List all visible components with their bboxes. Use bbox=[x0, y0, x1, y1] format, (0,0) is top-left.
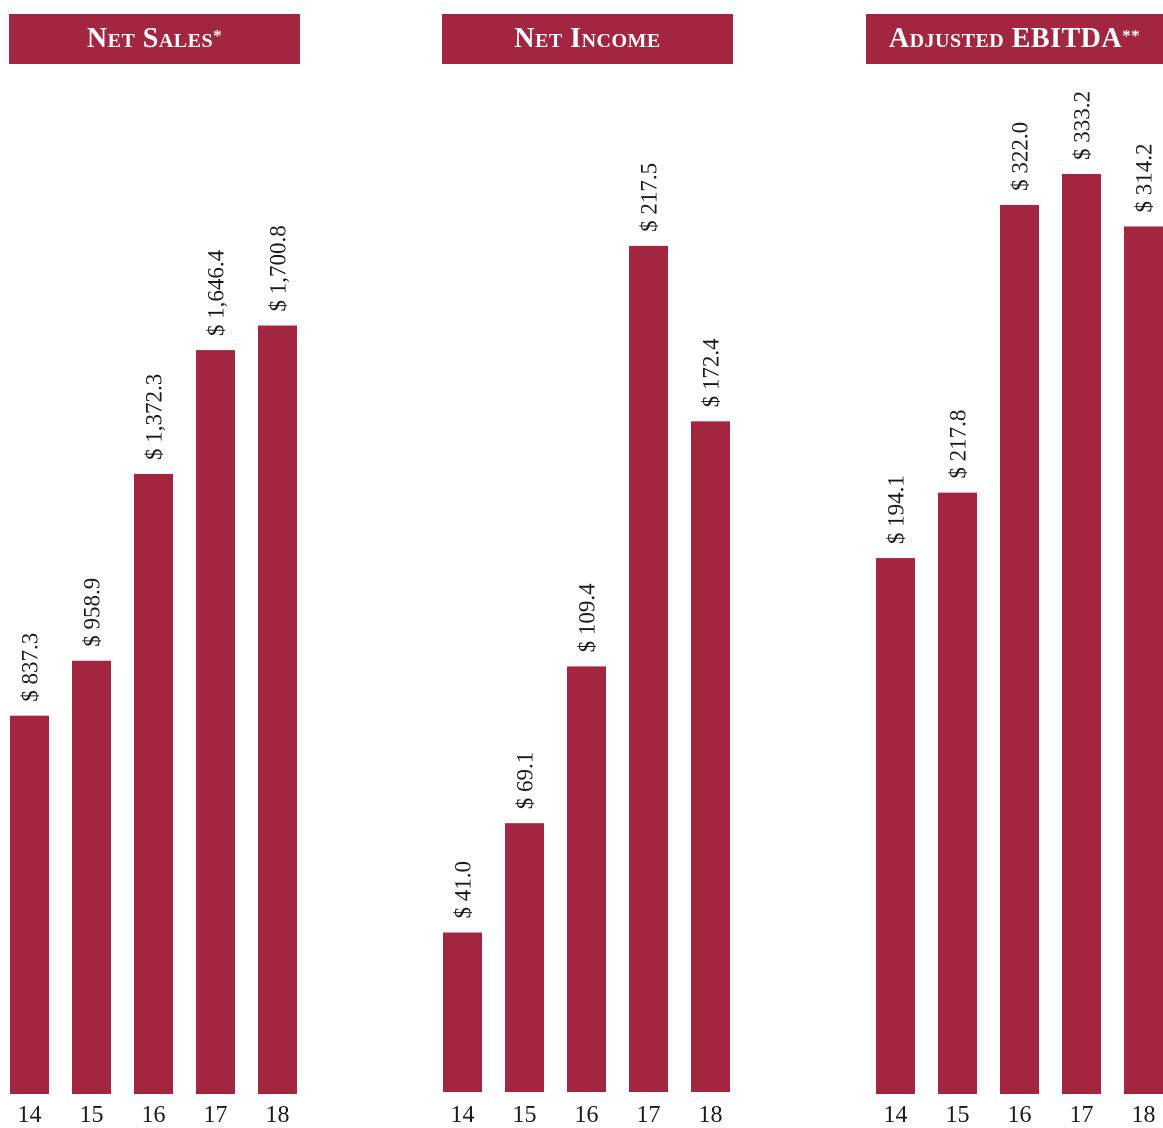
bar-15 bbox=[938, 492, 977, 1094]
bar-17 bbox=[196, 350, 235, 1094]
x-tick-label: 17 bbox=[637, 1102, 661, 1128]
chart-net-income: $ 41.0 14 $ 69.1 15 $ 109.4 16 $ 217.5 17 $ 172.… bbox=[443, 163, 730, 1128]
bar-15 bbox=[72, 660, 111, 1094]
x-tick-label: 16 bbox=[142, 1102, 166, 1128]
data-label: $ 217.5 bbox=[637, 163, 662, 232]
bar-14 bbox=[10, 715, 49, 1094]
bar-16 bbox=[1000, 204, 1039, 1094]
data-label: $ 69.1 bbox=[513, 752, 538, 810]
data-label: $ 41.0 bbox=[451, 861, 476, 919]
data-label: $ 322.0 bbox=[1008, 122, 1033, 191]
x-tick-label: 17 bbox=[1070, 1102, 1094, 1128]
data-label: $ 1,372.3 bbox=[142, 374, 167, 460]
chart-title-adjusted-ebitda: Adjusted EBITDA ** bbox=[866, 14, 1163, 64]
x-tick-label: 15 bbox=[946, 1102, 970, 1128]
chart-title-net-income: Net Income bbox=[442, 14, 733, 64]
data-label: $ 109.4 bbox=[575, 583, 600, 653]
data-label: $ 333.2 bbox=[1070, 91, 1095, 160]
x-tick-label: 18 bbox=[699, 1102, 723, 1128]
chart-adjusted-ebitda: $ 194.1 14 $ 217.8 15 $ 322.0 16 $ 333.2 17 $ 31… bbox=[876, 91, 1163, 1128]
x-tick-label: 14 bbox=[884, 1102, 908, 1128]
bar-17 bbox=[629, 245, 668, 1093]
bar-16 bbox=[567, 666, 606, 1092]
bar-16 bbox=[134, 473, 173, 1094]
x-tick-label: 16 bbox=[575, 1102, 599, 1128]
data-label: $ 217.8 bbox=[946, 410, 971, 479]
footnote-mark: ** bbox=[1122, 26, 1141, 45]
x-tick-label: 16 bbox=[1008, 1102, 1032, 1128]
x-tick-label: 15 bbox=[80, 1102, 104, 1128]
data-label: $ 172.4 bbox=[699, 338, 724, 408]
bar-18 bbox=[258, 325, 297, 1095]
chart-title-net-sales: Net Sales * bbox=[9, 14, 300, 64]
data-label: $ 958.9 bbox=[80, 578, 105, 647]
data-label: $ 1,646.4 bbox=[204, 249, 229, 336]
data-label: $ 1,700.8 bbox=[266, 225, 291, 311]
x-tick-label: 18 bbox=[1132, 1102, 1156, 1128]
chart-title-text: Net Sales bbox=[86, 23, 214, 54]
footnote-mark: * bbox=[213, 26, 223, 45]
chart-title-text: Net Income bbox=[514, 23, 661, 54]
bar-14 bbox=[443, 932, 482, 1092]
chart-title-text: Adjusted EBITDA bbox=[888, 23, 1123, 54]
data-label: $ 837.3 bbox=[18, 633, 43, 702]
bar-18 bbox=[1124, 226, 1163, 1095]
bar-17 bbox=[1062, 173, 1101, 1094]
x-tick-label: 17 bbox=[204, 1102, 228, 1128]
bar-15 bbox=[505, 823, 544, 1092]
x-tick-label: 15 bbox=[513, 1102, 537, 1128]
x-tick-label: 14 bbox=[18, 1102, 42, 1128]
bar-18 bbox=[691, 421, 730, 1092]
bar-14 bbox=[876, 558, 915, 1094]
chart-net-sales: $ 837.3 14 $ 958.9 15 $ 1,372.3 16 $ 1,646.4 17… bbox=[10, 225, 297, 1128]
x-tick-label: 18 bbox=[266, 1102, 290, 1128]
data-label: $ 194.1 bbox=[884, 475, 909, 544]
x-tick-label: 14 bbox=[451, 1102, 475, 1128]
data-label: $ 314.2 bbox=[1132, 143, 1157, 212]
